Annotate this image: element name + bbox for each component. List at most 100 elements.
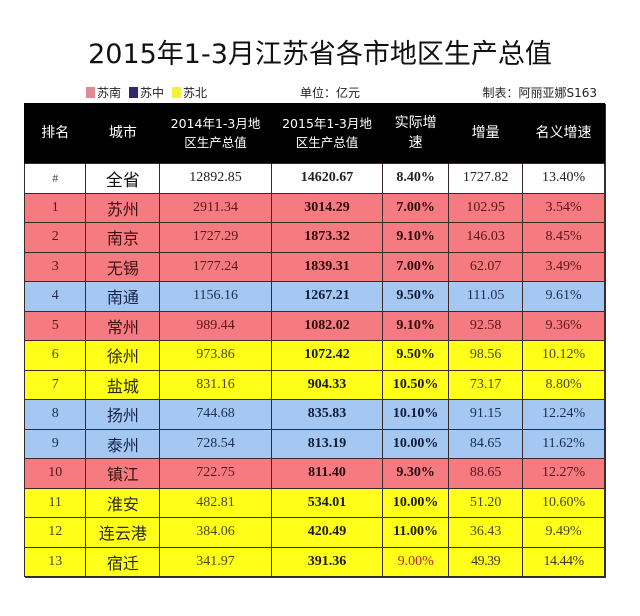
header-gdp-2015: 2015年1-3月地 区生产总值 bbox=[270, 103, 384, 164]
cell-city: 苏州 bbox=[85, 192, 161, 223]
cell-real-growth: 11.00% bbox=[382, 517, 450, 548]
table-author: 制表：阿丽亚娜S163 bbox=[482, 86, 597, 100]
cell-increase: 146.03 bbox=[448, 222, 524, 253]
legend-item-north: 苏北 bbox=[172, 84, 207, 101]
cell-gdp-2015: 811.40 bbox=[270, 458, 384, 489]
cell-gdp-2014: 341.97 bbox=[159, 546, 272, 577]
cell-real-growth: 9.50% bbox=[382, 281, 450, 312]
cell-gdp-2014: 2911.34 bbox=[159, 192, 272, 223]
cell-gdp-2015: 14620.67 bbox=[270, 163, 384, 194]
cell-city: 南京 bbox=[85, 222, 161, 253]
cell-nominal-growth: 8.80% bbox=[522, 369, 605, 400]
header-increase: 增量 bbox=[448, 103, 524, 164]
cell-city: 扬州 bbox=[85, 399, 161, 430]
cell-nominal-growth: 12.24% bbox=[522, 399, 605, 430]
table-row-total: # 全省 12892.85 14620.67 8.40% 1727.82 13.… bbox=[23, 163, 605, 194]
cell-increase: 102.95 bbox=[448, 192, 524, 223]
cell-increase: 98.56 bbox=[448, 340, 524, 371]
cell-city: 南通 bbox=[85, 281, 161, 312]
cell-nominal-growth: 10.60% bbox=[522, 487, 605, 518]
cell-real-growth: 9.10% bbox=[382, 310, 450, 341]
cell-city: 无锡 bbox=[85, 251, 161, 282]
table-row: 7 盐城 831.16 904.33 10.50% 73.17 8.80% bbox=[23, 369, 605, 400]
header-gdp-2014: 2014年1-3月地 区生产总值 bbox=[159, 103, 272, 164]
cell-gdp-2014: 1777.24 bbox=[159, 251, 272, 282]
cell-increase: 36.43 bbox=[448, 517, 524, 548]
cell-rank: 8 bbox=[23, 399, 87, 430]
cell-rank: 3 bbox=[23, 251, 87, 282]
cell-rank: 6 bbox=[23, 340, 87, 371]
cell-gdp-2015: 835.83 bbox=[270, 399, 384, 430]
page-title: 2015年1-3月江苏省各市地区生产总值 bbox=[88, 39, 552, 70]
table-row: 9 泰州 728.54 813.19 10.00% 84.65 11.62% bbox=[23, 428, 605, 459]
gdp-table: 排名 城市 2014年1-3月地 区生产总值 2015年1-3月地 区生产总值 … bbox=[23, 103, 605, 577]
cell-gdp-2015: 391.36 bbox=[270, 546, 384, 577]
legend-label-south: 苏南 bbox=[97, 86, 122, 100]
cell-rank: 9 bbox=[23, 428, 87, 459]
cell-rank: 4 bbox=[23, 281, 87, 312]
cell-rank: 13 bbox=[23, 546, 87, 577]
cell-gdp-2015: 1082.02 bbox=[270, 310, 384, 341]
cell-gdp-2014: 973.86 bbox=[159, 340, 272, 371]
table-row: 13 宿迁 341.97 391.36 9.00% 49.39 14.44% bbox=[23, 546, 605, 577]
cell-city: 盐城 bbox=[85, 369, 161, 400]
cell-real-growth: 7.00% bbox=[382, 251, 450, 282]
cell-rank: 12 bbox=[23, 517, 87, 548]
table-row: 12 连云港 384.06 420.49 11.00% 36.43 9.49% bbox=[23, 517, 605, 548]
table-row: 11 淮安 482.81 534.01 10.00% 51.20 10.60% bbox=[23, 487, 605, 518]
cell-nominal-growth: 12.27% bbox=[522, 458, 605, 489]
header-nominal-growth: 名义增速 bbox=[522, 103, 605, 164]
cell-nominal-growth: 3.49% bbox=[522, 251, 605, 282]
cell-nominal-growth: 3.54% bbox=[522, 192, 605, 223]
cell-city: 镇江 bbox=[85, 458, 161, 489]
cell-gdp-2014: 482.81 bbox=[159, 487, 272, 518]
header-city: 城市 bbox=[85, 103, 161, 164]
legend-swatch-south bbox=[86, 87, 95, 98]
cell-city: 淮安 bbox=[85, 487, 161, 518]
cell-real-growth: 9.30% bbox=[382, 458, 450, 489]
cell-increase: 1727.82 bbox=[448, 163, 524, 194]
cell-nominal-growth: 11.62% bbox=[522, 428, 605, 459]
cell-rank: 1 bbox=[23, 192, 87, 223]
legend-label-central: 苏中 bbox=[140, 86, 165, 100]
cell-increase: 62.07 bbox=[448, 251, 524, 282]
cell-increase: 84.65 bbox=[448, 428, 524, 459]
cell-real-growth: 8.40% bbox=[382, 163, 450, 194]
cell-gdp-2015: 1839.31 bbox=[270, 251, 384, 282]
cell-increase: 91.15 bbox=[448, 399, 524, 430]
cell-increase: 92.58 bbox=[448, 310, 524, 341]
cell-increase: 49.39 bbox=[448, 546, 524, 577]
cell-gdp-2015: 3014.29 bbox=[270, 192, 384, 223]
header-real-growth: 实际增 速 bbox=[382, 103, 450, 164]
cell-gdp-2015: 420.49 bbox=[270, 517, 384, 548]
table-row: 6 徐州 973.86 1072.42 9.50% 98.56 10.12% bbox=[23, 340, 605, 371]
cell-increase: 111.05 bbox=[448, 281, 524, 312]
cell-increase: 51.20 bbox=[448, 487, 524, 518]
cell-gdp-2014: 989.44 bbox=[159, 310, 272, 341]
cell-nominal-growth: 8.45% bbox=[522, 222, 605, 253]
cell-nominal-growth: 10.12% bbox=[522, 340, 605, 371]
table-row: 10 镇江 722.75 811.40 9.30% 88.65 12.27% bbox=[23, 458, 605, 489]
legend-swatch-central bbox=[129, 87, 139, 98]
subtitle-bar: 苏南 苏中 苏北 单位：亿元 制表：阿丽亚娜S163 bbox=[24, 82, 605, 102]
cell-rank: # bbox=[23, 163, 87, 194]
cell-gdp-2014: 728.54 bbox=[159, 428, 272, 459]
cell-nominal-growth: 9.36% bbox=[522, 310, 605, 341]
table-row: 1 苏州 2911.34 3014.29 7.00% 102.95 3.54% bbox=[23, 192, 605, 223]
table-row: 5 常州 989.44 1082.02 9.10% 92.58 9.36% bbox=[23, 310, 605, 341]
cell-real-growth: 10.00% bbox=[382, 428, 450, 459]
cell-real-growth: 9.00% bbox=[382, 546, 450, 577]
cell-real-growth: 7.00% bbox=[382, 192, 450, 223]
unit-label: 单位：亿元 bbox=[300, 86, 361, 100]
table-row: 4 南通 1156.16 1267.21 9.50% 111.05 9.61% bbox=[23, 281, 605, 312]
cell-real-growth: 10.10% bbox=[382, 399, 450, 430]
cell-real-growth: 10.50% bbox=[382, 369, 450, 400]
legend-item-south: 苏南 bbox=[86, 84, 121, 101]
cell-real-growth: 10.00% bbox=[382, 487, 450, 518]
cell-gdp-2015: 813.19 bbox=[270, 428, 384, 459]
cell-nominal-growth: 9.49% bbox=[522, 517, 605, 548]
cell-city: 徐州 bbox=[85, 340, 161, 371]
cell-rank: 5 bbox=[23, 310, 87, 341]
cell-rank: 11 bbox=[23, 487, 87, 518]
table-row: 3 无锡 1777.24 1839.31 7.00% 62.07 3.49% bbox=[23, 251, 605, 282]
